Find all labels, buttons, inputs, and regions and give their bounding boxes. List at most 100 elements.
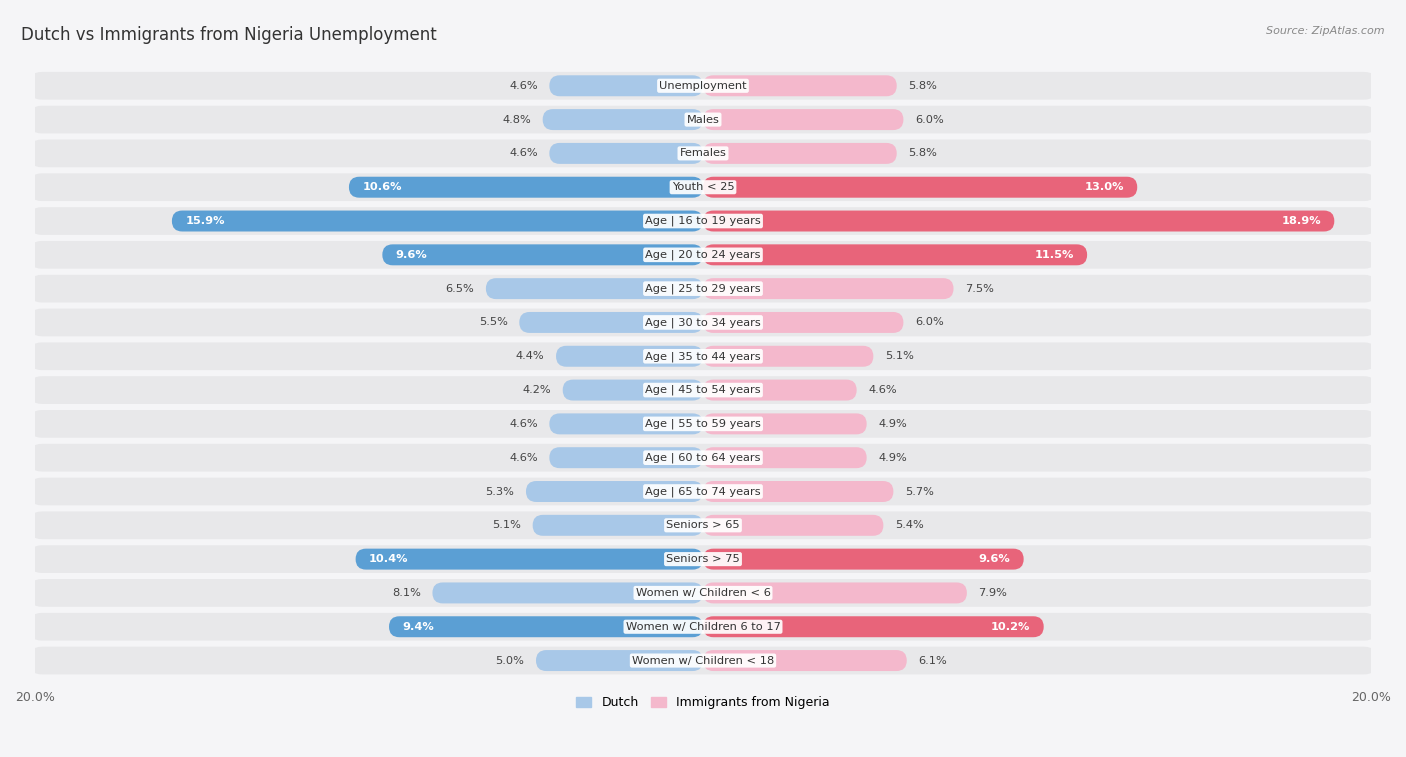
Text: 9.6%: 9.6% (395, 250, 427, 260)
Text: 4.2%: 4.2% (523, 385, 551, 395)
Text: 8.1%: 8.1% (392, 588, 420, 598)
Text: 4.6%: 4.6% (509, 453, 537, 463)
FancyBboxPatch shape (703, 515, 883, 536)
Text: 4.4%: 4.4% (516, 351, 544, 361)
Text: Seniors > 65: Seniors > 65 (666, 520, 740, 531)
FancyBboxPatch shape (536, 650, 703, 671)
FancyBboxPatch shape (28, 646, 1378, 674)
Text: 6.1%: 6.1% (918, 656, 948, 665)
Text: Unemployment: Unemployment (659, 81, 747, 91)
Text: 5.1%: 5.1% (884, 351, 914, 361)
FancyBboxPatch shape (28, 545, 1378, 573)
Text: Dutch vs Immigrants from Nigeria Unemployment: Dutch vs Immigrants from Nigeria Unemplo… (21, 26, 437, 45)
FancyBboxPatch shape (703, 245, 1087, 265)
FancyBboxPatch shape (703, 447, 866, 468)
FancyBboxPatch shape (28, 106, 1378, 133)
FancyBboxPatch shape (703, 582, 967, 603)
FancyBboxPatch shape (28, 579, 1378, 607)
Text: 7.5%: 7.5% (965, 284, 994, 294)
Text: 5.0%: 5.0% (495, 656, 524, 665)
FancyBboxPatch shape (28, 410, 1378, 438)
Text: Age | 16 to 19 years: Age | 16 to 19 years (645, 216, 761, 226)
Text: 4.6%: 4.6% (509, 148, 537, 158)
FancyBboxPatch shape (519, 312, 703, 333)
Text: 4.9%: 4.9% (879, 453, 907, 463)
FancyBboxPatch shape (703, 210, 1334, 232)
FancyBboxPatch shape (433, 582, 703, 603)
Text: 4.6%: 4.6% (869, 385, 897, 395)
Text: 10.6%: 10.6% (363, 182, 402, 192)
Text: 6.0%: 6.0% (915, 317, 943, 328)
Text: 4.9%: 4.9% (879, 419, 907, 429)
Text: Age | 35 to 44 years: Age | 35 to 44 years (645, 351, 761, 362)
Text: 10.2%: 10.2% (991, 621, 1031, 632)
Text: Source: ZipAtlas.com: Source: ZipAtlas.com (1267, 26, 1385, 36)
FancyBboxPatch shape (703, 176, 1137, 198)
FancyBboxPatch shape (28, 478, 1378, 506)
FancyBboxPatch shape (703, 143, 897, 164)
Text: Women w/ Children 6 to 17: Women w/ Children 6 to 17 (626, 621, 780, 632)
Text: 10.4%: 10.4% (368, 554, 409, 564)
FancyBboxPatch shape (172, 210, 703, 232)
Text: Age | 55 to 59 years: Age | 55 to 59 years (645, 419, 761, 429)
FancyBboxPatch shape (703, 278, 953, 299)
Text: 6.0%: 6.0% (915, 114, 943, 125)
Text: Age | 20 to 24 years: Age | 20 to 24 years (645, 250, 761, 260)
FancyBboxPatch shape (526, 481, 703, 502)
Legend: Dutch, Immigrants from Nigeria: Dutch, Immigrants from Nigeria (571, 691, 835, 714)
FancyBboxPatch shape (28, 275, 1378, 303)
FancyBboxPatch shape (703, 413, 866, 435)
Text: Age | 25 to 29 years: Age | 25 to 29 years (645, 283, 761, 294)
Text: Women w/ Children < 18: Women w/ Children < 18 (631, 656, 775, 665)
FancyBboxPatch shape (349, 176, 703, 198)
FancyBboxPatch shape (28, 173, 1378, 201)
Text: 6.5%: 6.5% (446, 284, 474, 294)
FancyBboxPatch shape (28, 342, 1378, 370)
Text: 18.9%: 18.9% (1281, 216, 1322, 226)
FancyBboxPatch shape (703, 650, 907, 671)
FancyBboxPatch shape (703, 312, 904, 333)
Text: 9.4%: 9.4% (402, 621, 434, 632)
FancyBboxPatch shape (28, 613, 1378, 640)
FancyBboxPatch shape (703, 616, 1043, 637)
FancyBboxPatch shape (550, 143, 703, 164)
Text: 5.8%: 5.8% (908, 81, 938, 91)
FancyBboxPatch shape (543, 109, 703, 130)
Text: Seniors > 75: Seniors > 75 (666, 554, 740, 564)
FancyBboxPatch shape (703, 549, 1024, 569)
Text: 5.1%: 5.1% (492, 520, 522, 531)
FancyBboxPatch shape (703, 379, 856, 400)
FancyBboxPatch shape (562, 379, 703, 400)
FancyBboxPatch shape (703, 346, 873, 366)
FancyBboxPatch shape (28, 139, 1378, 167)
FancyBboxPatch shape (28, 72, 1378, 100)
Text: 5.4%: 5.4% (896, 520, 924, 531)
Text: Women w/ Children < 6: Women w/ Children < 6 (636, 588, 770, 598)
FancyBboxPatch shape (703, 481, 893, 502)
FancyBboxPatch shape (28, 207, 1378, 235)
Text: 9.6%: 9.6% (979, 554, 1011, 564)
FancyBboxPatch shape (28, 376, 1378, 404)
FancyBboxPatch shape (28, 512, 1378, 539)
Text: Age | 60 to 64 years: Age | 60 to 64 years (645, 453, 761, 463)
Text: 13.0%: 13.0% (1084, 182, 1123, 192)
FancyBboxPatch shape (356, 549, 703, 569)
Text: Youth < 25: Youth < 25 (672, 182, 734, 192)
FancyBboxPatch shape (389, 616, 703, 637)
FancyBboxPatch shape (550, 413, 703, 435)
FancyBboxPatch shape (533, 515, 703, 536)
FancyBboxPatch shape (550, 75, 703, 96)
Text: Females: Females (679, 148, 727, 158)
Text: 5.5%: 5.5% (478, 317, 508, 328)
FancyBboxPatch shape (28, 309, 1378, 336)
Text: 5.3%: 5.3% (485, 487, 515, 497)
FancyBboxPatch shape (28, 241, 1378, 269)
FancyBboxPatch shape (555, 346, 703, 366)
Text: Males: Males (686, 114, 720, 125)
FancyBboxPatch shape (382, 245, 703, 265)
Text: 5.8%: 5.8% (908, 148, 938, 158)
Text: Age | 45 to 54 years: Age | 45 to 54 years (645, 385, 761, 395)
FancyBboxPatch shape (703, 109, 904, 130)
FancyBboxPatch shape (703, 75, 897, 96)
Text: 15.9%: 15.9% (186, 216, 225, 226)
